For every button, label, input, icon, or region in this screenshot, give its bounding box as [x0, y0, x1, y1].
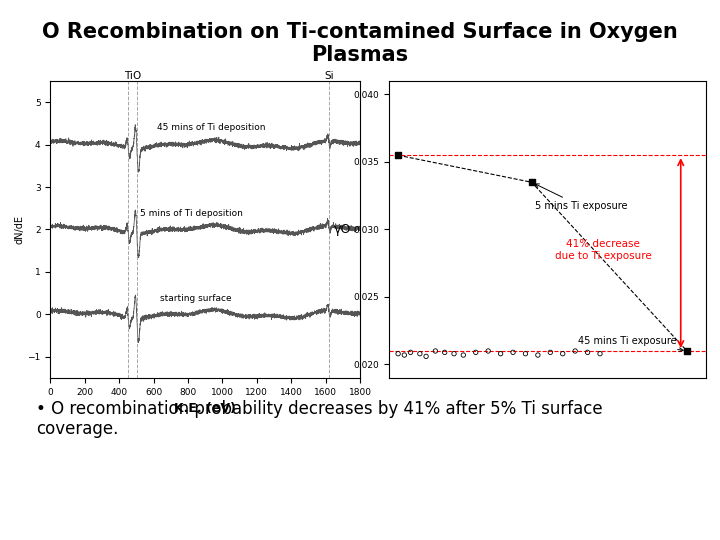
- Text: 5 mins of Ti deposition: 5 mins of Ti deposition: [140, 209, 243, 218]
- Y-axis label: γO: γO: [333, 223, 351, 236]
- Point: [508, 348, 519, 356]
- Point: [449, 349, 460, 358]
- Point: [420, 352, 432, 361]
- Text: starting surface: starting surface: [161, 294, 232, 303]
- Point: [520, 349, 531, 358]
- Text: O Recombination on Ti-contamined Surface in Oxygen
Plasmas: O Recombination on Ti-contamined Surface…: [42, 22, 678, 65]
- Point: [414, 349, 426, 358]
- Point: [430, 347, 441, 355]
- Point: [582, 348, 593, 356]
- Point: [405, 348, 416, 356]
- Point: [392, 151, 404, 160]
- Text: 5 mins Ti exposure: 5 mins Ti exposure: [535, 184, 627, 211]
- Point: [399, 351, 410, 360]
- X-axis label: K.E. (eV): K.E. (eV): [174, 402, 236, 415]
- Point: [482, 347, 494, 355]
- Point: [557, 349, 569, 358]
- Text: Si: Si: [324, 71, 333, 81]
- Point: [458, 351, 469, 360]
- Text: • O recombination probability decreases by 41% after 5% Ti surface
coverage.: • O recombination probability decreases …: [36, 400, 603, 438]
- Point: [392, 349, 404, 358]
- Text: 45 mins Ti exposure: 45 mins Ti exposure: [578, 336, 683, 352]
- Text: O: O: [132, 71, 141, 81]
- Point: [526, 178, 537, 186]
- Point: [495, 349, 506, 358]
- Y-axis label: dN/dE: dN/dE: [14, 215, 24, 244]
- Text: 41% decrease
due to Ti exposure: 41% decrease due to Ti exposure: [554, 239, 652, 260]
- Point: [544, 348, 556, 356]
- Point: [439, 348, 451, 356]
- Point: [681, 347, 693, 355]
- Point: [570, 347, 581, 355]
- Point: [532, 351, 544, 360]
- Text: Ti: Ti: [124, 71, 132, 81]
- Point: [470, 348, 482, 356]
- Point: [594, 349, 606, 358]
- Text: 45 mins of Ti deposition: 45 mins of Ti deposition: [157, 123, 266, 132]
